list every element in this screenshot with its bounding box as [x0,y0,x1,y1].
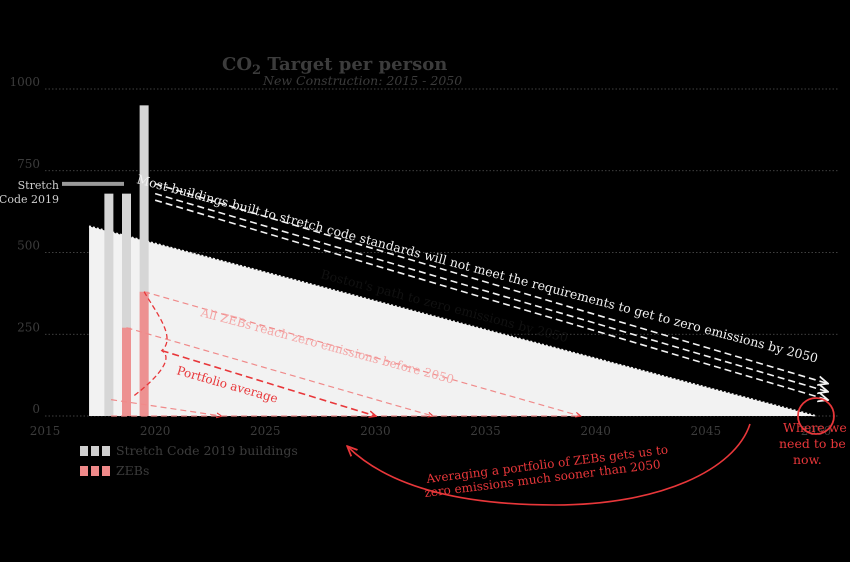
zeb-line-1 [126,327,433,416]
zeb-bar-1 [139,291,149,416]
chart-subtitle: New Construction: 2015 - 2050 [262,73,462,88]
legend-swatch-stretch [80,446,110,456]
boston-path-edge [88,225,817,417]
stretch-bar-0 [104,193,114,416]
portfolio-brace [132,291,168,397]
x-tick-2035: 2035 [470,424,501,438]
x-tick-labels: 2015 2020 2025 2030 2035 2040 2045 2050 [30,424,832,438]
zeb-decline-lines [110,291,580,416]
averaging-arrow [348,423,751,506]
y-tick-labels: 0 250 500 750 1000 [9,75,40,416]
stretch-line-2 [154,199,827,399]
stretch-code-bars [104,105,149,416]
x-tick-2030: 2030 [360,424,391,438]
x-tick-2020: 2020 [140,424,171,438]
chart-title: CO2 Target per person [222,54,447,78]
legend: Stretch Code 2019 buildings ZEBs [80,443,298,478]
x-tick-2025: 2025 [250,424,281,438]
target-2050-circle [797,397,835,435]
legend-label-stretch: Stretch Code 2019 buildings [116,443,298,458]
zeb-line-2 [110,399,221,416]
stretch-code-projection-lines [154,183,827,400]
portfolio-average-group [132,291,376,416]
stretch-label-line-1: Stretch [18,179,59,192]
y-tick-750: 750 [17,157,40,171]
zeb-bar-0 [122,327,132,416]
x-tick-2040: 2040 [580,424,611,438]
stretch-line-1 [154,192,827,392]
y-tick-500: 500 [17,239,40,253]
portfolio-line [161,349,376,416]
x-tick-2015: 2015 [30,424,61,438]
y-tick-1000: 1000 [9,75,40,89]
y-tick-250: 250 [17,320,40,334]
legend-label-zebs: ZEBs [116,463,149,478]
boston-path-area [89,226,816,416]
where-we-annotation-3: now. [793,452,822,467]
where-we-annotation-2: need to be [779,436,846,451]
stretch-label-line-2: Code 2019 [0,193,59,206]
stretch-line-0 [154,183,827,383]
legend-swatch-zebs [80,466,110,476]
zeb-bars [122,291,149,416]
stretch-bar-2 [139,105,149,416]
zeb-line-0 [143,291,580,416]
x-tick-2050: 2050 [801,424,832,438]
x-tick-2045: 2045 [691,424,722,438]
stretch-bar-1 [122,193,132,416]
where-we-annotation-1: Where we [783,420,847,435]
y-tick-0: 0 [32,402,40,416]
